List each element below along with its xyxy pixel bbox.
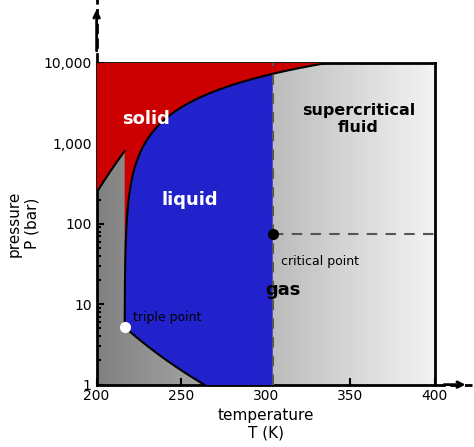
- Text: solid: solid: [122, 110, 170, 128]
- Text: liquid: liquid: [161, 190, 218, 209]
- Text: triple point: triple point: [133, 311, 201, 324]
- Polygon shape: [97, 63, 328, 384]
- Text: supercritical
fluid: supercritical fluid: [302, 103, 415, 135]
- Y-axis label: pressure
P (bar): pressure P (bar): [7, 190, 39, 257]
- Polygon shape: [125, 63, 328, 420]
- X-axis label: temperature
T (K): temperature T (K): [218, 408, 314, 440]
- Text: gas: gas: [265, 281, 300, 299]
- Text: critical point: critical point: [281, 255, 359, 268]
